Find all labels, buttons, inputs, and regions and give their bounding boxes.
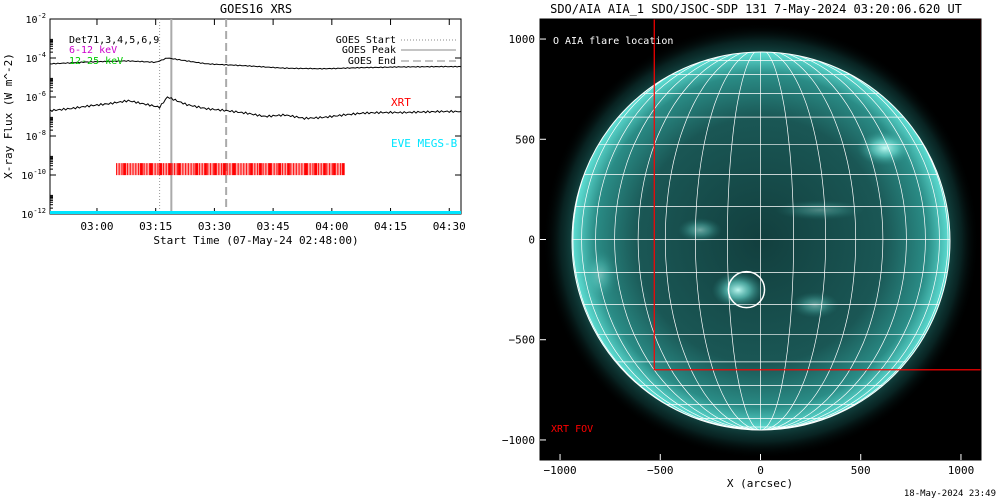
- bright-region-sw: [791, 292, 839, 318]
- goes-xrs-panel: GOES16 XRS 10-12 10-10 10-8 10-6 10-4 10-2 03…: [2, 2, 466, 247]
- grid-longitude-line: [695, 52, 761, 430]
- goes-x-tick-label: 03:00: [80, 220, 113, 233]
- bright-region-west: [678, 218, 722, 242]
- aia-image-panel: SDO/AIA AIA_1 SDO/JSOC-SDP 131 7-May-202…: [502, 2, 982, 490]
- grid-longitude-line: [614, 52, 761, 430]
- solar-features: [582, 130, 913, 318]
- aia-y-tick-label: 1000: [509, 33, 536, 46]
- detector-label: Det71,3,4,5,6,9: [69, 35, 159, 46]
- eve-megs-b-label: EVE MEGS-B: [391, 137, 458, 150]
- grid-longitude-line: [760, 52, 884, 430]
- legend-goes-start-label: GOES Start: [336, 35, 396, 46]
- goes-x-tick-label: 03:15: [139, 220, 172, 233]
- goes-y-tick-label: 10-4: [26, 51, 46, 65]
- footer-timestamp: 18-May-2024 23:49: [904, 489, 996, 499]
- xrt-coverage: [116, 163, 345, 176]
- goes-y-tick-label: 10-6: [26, 90, 46, 104]
- aia-x-tick-label: −500: [647, 464, 674, 477]
- grid-longitude-line: [760, 52, 907, 430]
- aia-x-tick-label: 500: [851, 464, 871, 477]
- goes-x-axis-label: Start Time (07-May-24 02:48:00): [153, 234, 358, 247]
- grid-longitude-line: [637, 52, 761, 430]
- solar-limb: [571, 51, 951, 431]
- goes-event-lines: [159, 19, 228, 214]
- goes-y-tick-label: 10-8: [26, 129, 46, 143]
- bright-region-band: [775, 200, 865, 220]
- grid-longitude-line: [664, 52, 761, 430]
- goes-series: [50, 57, 461, 120]
- solar-disk: [572, 52, 950, 430]
- goes-legend: GOES Start GOES Peak GOES End: [336, 35, 456, 67]
- xrt-fov-rectangle: [653, 19, 981, 371]
- aia-y-tick-label: 0: [528, 234, 535, 247]
- goes-series-upper: [50, 57, 461, 70]
- aia-x-axis-label: X (arcsec): [727, 477, 793, 490]
- goes-y-tick-label: 10-12: [21, 207, 46, 221]
- xrt-label: XRT: [391, 96, 411, 109]
- legend-goes-peak-label: GOES Peak: [342, 45, 396, 56]
- goes-title: GOES16 XRS: [220, 2, 292, 16]
- goes-x-tick-label: 03:45: [257, 220, 290, 233]
- aia-y-tick-label: −500: [509, 334, 536, 347]
- legend-goes-end-label: GOES End: [348, 56, 396, 67]
- grid-longitude-line: [760, 52, 794, 430]
- flare-location-circle: [727, 270, 766, 309]
- band-6-12-kev-label: 6-12 keV: [69, 45, 117, 56]
- flare-location-label: O AIA flare location: [553, 36, 673, 47]
- goes-x-tick-label: 04:15: [374, 220, 407, 233]
- goes-x-tick-label: 04:00: [315, 220, 348, 233]
- goes-x-axis: 03:00 03:15 03:30 03:45 04:00 04:15 04:30: [49, 19, 466, 233]
- aia-x-tick-label: −1000: [543, 464, 576, 477]
- aia-x-axis: −1000 −500 0 500 1000: [543, 454, 974, 477]
- aia-y-tick-label: 500: [515, 133, 535, 146]
- grid-longitude-line: [760, 52, 826, 430]
- grid-longitude-line: [760, 52, 857, 430]
- goes-y-axis-label: X-ray Flux (W m^-2): [2, 53, 15, 179]
- bright-region-flare: [712, 272, 764, 308]
- aia-title: SDO/AIA AIA_1 SDO/JSOC-SDP 131 7-May-202…: [550, 2, 962, 16]
- grid-longitude-line: [595, 52, 761, 430]
- bright-region-ne: [857, 130, 913, 166]
- bright-region-limb-w: [582, 249, 618, 301]
- grid-longitude-line: [727, 52, 761, 430]
- band-12-25-kev-label: 12-25 keV: [69, 56, 123, 67]
- xrt-fov-label: XRT FOV: [551, 424, 593, 435]
- aia-y-axis: 1000 500 0 −500 −1000: [502, 33, 546, 447]
- goes-y-axis: 10-12 10-10 10-8 10-6 10-4 10-2: [21, 12, 461, 221]
- goes-series-lower: [50, 96, 461, 120]
- aia-y-tick-label: −1000: [502, 434, 535, 447]
- grid-longitude-line: [760, 52, 926, 430]
- goes-y-axis-label-text: X-ray Flux (W m^-2): [2, 53, 15, 179]
- goes-y-tick-label: 10-10: [21, 168, 46, 182]
- aia-x-tick-label: 0: [757, 464, 764, 477]
- goes-x-tick-label: 04:30: [433, 220, 466, 233]
- aia-x-tick-label: 1000: [948, 464, 975, 477]
- goes-x-tick-label: 03:30: [198, 220, 231, 233]
- goes-y-tick-label: 10-2: [26, 12, 46, 26]
